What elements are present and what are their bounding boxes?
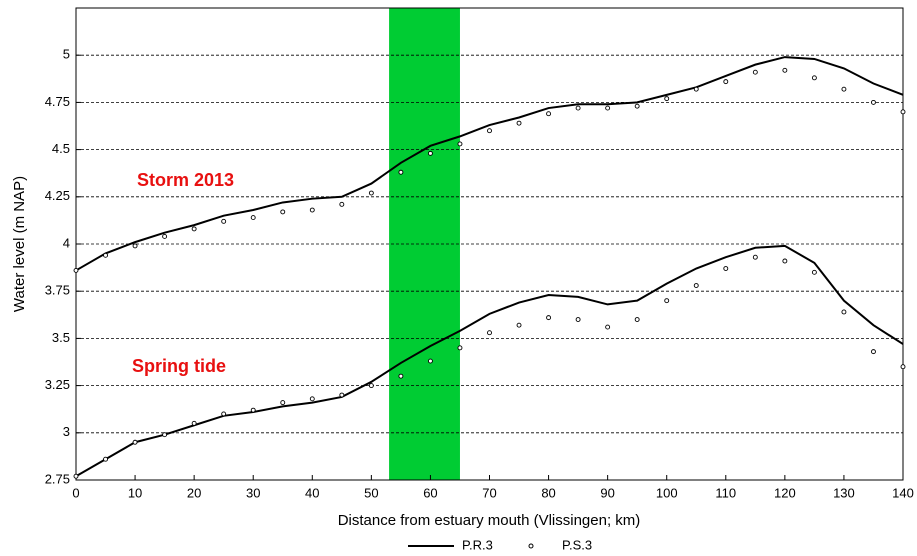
series-point: [605, 105, 611, 111]
series-point: [221, 411, 227, 417]
y-tick-label: 3.5: [52, 330, 70, 345]
y-tick-label: 4: [63, 235, 70, 250]
series-point: [162, 432, 168, 438]
plot-frame: [75, 7, 904, 481]
series-point: [782, 258, 788, 264]
series-point: [487, 330, 492, 336]
series-point: [634, 317, 640, 322]
series-point: [280, 400, 286, 406]
series-point: [811, 269, 817, 275]
y-tick-label: 4.5: [52, 141, 70, 156]
series-point: [162, 233, 168, 239]
series-point: [457, 141, 463, 147]
series-point: [841, 86, 847, 92]
annotation: Spring tide: [132, 356, 226, 376]
series-point: [723, 79, 729, 85]
series-point: [103, 456, 108, 462]
y-tick-label: 2.75: [45, 471, 70, 486]
x-tick-label: 110: [715, 485, 736, 500]
y-tick-label: 4.75: [45, 94, 70, 109]
x-tick-label: 40: [305, 485, 319, 500]
x-tick-label: 130: [833, 485, 855, 500]
series-point: [103, 252, 108, 258]
series-line: [75, 244, 904, 478]
y-axis-label: Water level (m NAP): [11, 176, 28, 312]
series-point: [487, 128, 492, 134]
annotation: Storm 2013: [137, 170, 234, 190]
series-point: [664, 298, 670, 304]
series-point: [339, 392, 345, 398]
x-tick-label: 10: [128, 485, 142, 500]
series-point: [457, 345, 463, 351]
x-tick-label: 20: [187, 485, 201, 500]
series-point: [752, 69, 758, 75]
series-point: [221, 218, 227, 224]
series-point: [250, 407, 256, 413]
series-point: [368, 383, 374, 389]
x-tick-label: 120: [774, 485, 796, 500]
series-point: [723, 266, 729, 271]
series-point: [368, 190, 374, 196]
series-point: [250, 215, 256, 221]
y-tick-label: 3.75: [45, 283, 70, 298]
series-point: [280, 209, 286, 215]
x-axis-label: Distance from estuary mouth (Vlissingen;…: [338, 512, 641, 529]
series-point: [871, 99, 876, 105]
series-point: [900, 109, 906, 115]
x-tick-label: 90: [600, 485, 614, 500]
x-tick-label: 50: [364, 485, 378, 500]
series-point: [546, 315, 552, 321]
y-tick-label: 3: [63, 424, 70, 439]
series-point: [309, 207, 315, 213]
y-tick-label: 3.25: [45, 377, 70, 392]
x-tick-label: 70: [482, 485, 496, 500]
series-point: [398, 169, 404, 175]
series-point: [73, 267, 79, 273]
series-point: [309, 396, 315, 402]
x-tick-label: 30: [246, 485, 260, 500]
series-point: [871, 349, 876, 355]
legend-label: P.S.3: [562, 537, 592, 552]
series-point: [634, 103, 640, 109]
x-tick-label: 0: [72, 485, 79, 500]
series-point: [132, 439, 138, 445]
series-point: [516, 120, 522, 126]
legend-swatch: [528, 543, 534, 549]
series-point: [398, 373, 404, 379]
y-tick-label: 4.25: [45, 188, 70, 203]
series-point: [132, 243, 138, 249]
series-point: [900, 364, 906, 370]
x-tick-label: 100: [656, 485, 678, 500]
series-point: [605, 324, 611, 330]
series-line: [75, 56, 904, 272]
series-point: [693, 86, 699, 92]
series-point: [693, 283, 699, 288]
x-tick-label: 60: [423, 485, 437, 500]
series-point: [516, 322, 522, 328]
x-tick-label: 140: [892, 485, 914, 500]
series-point: [575, 317, 581, 322]
series-point: [782, 67, 788, 73]
highlight-band: [389, 8, 460, 480]
y-tick-label: 5: [63, 47, 70, 62]
series-point: [575, 105, 581, 111]
series-point: [191, 420, 197, 426]
series-point: [339, 201, 345, 207]
series-point: [752, 254, 758, 260]
legend-label: P.R.3: [462, 537, 493, 552]
series-point: [427, 358, 433, 364]
series-point: [811, 75, 817, 81]
series-point: [73, 473, 79, 479]
series-point: [427, 150, 433, 156]
series-point: [664, 96, 670, 102]
x-tick-label: 80: [541, 485, 555, 500]
series-point: [841, 309, 847, 315]
series-point: [191, 226, 197, 232]
series-point: [546, 111, 552, 117]
